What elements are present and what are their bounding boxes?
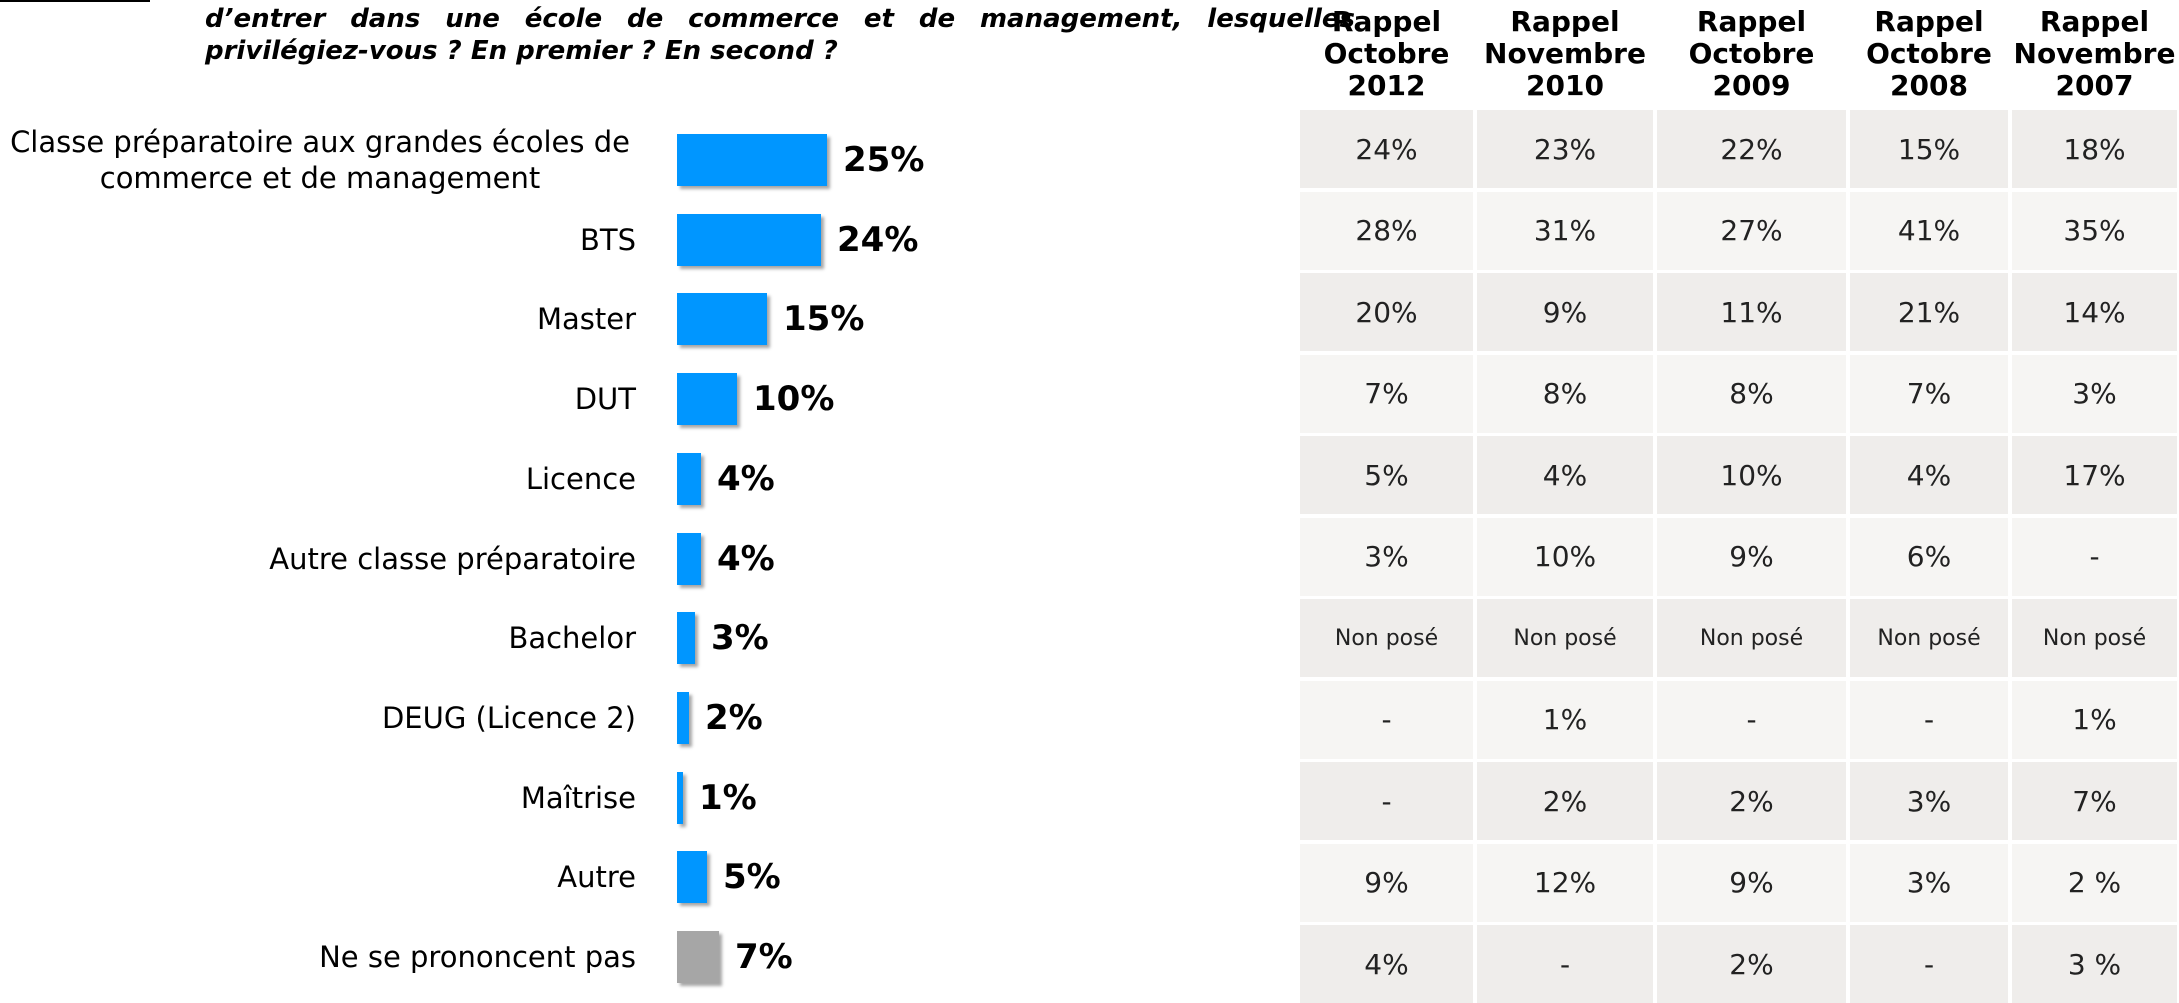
table-cell: 18% [2012, 110, 2177, 188]
table-cell: 9% [1300, 843, 1473, 922]
table-cell: 4% [1850, 436, 2008, 514]
title-line: privilégiez-vous ? En premier ? En secon… [205, 36, 838, 66]
table-cell: 7% [2012, 762, 2177, 840]
value-label: 15% [783, 299, 865, 340]
category-label: BTS [579, 222, 636, 257]
table-cell: 3% [1850, 762, 2008, 840]
category-label: DEUG (Licence 2) [381, 700, 636, 735]
value-label: 25% [843, 140, 925, 180]
table-cell: 17% [2012, 436, 2177, 514]
value-label: 4% [717, 538, 775, 579]
bar [677, 931, 719, 983]
table-cell: 6% [1850, 517, 2008, 596]
value-label: 5% [723, 857, 781, 898]
table-cell: 9% [1657, 517, 1846, 596]
table-cell: 28% [1300, 191, 1473, 270]
table-cell: 7% [1850, 354, 2008, 433]
category-label: Master [536, 302, 636, 337]
table-cell: 1% [2012, 680, 2177, 759]
bar [677, 532, 701, 585]
table-cell: Non posé [1657, 599, 1846, 677]
table-cell: Non posé [1477, 599, 1653, 677]
value-label: 24% [837, 219, 919, 260]
table-cell: 27% [1657, 191, 1846, 270]
table-cell: 3 % [2012, 925, 2177, 1003]
table-cell: 20% [1300, 273, 1473, 351]
table-cell: 9% [1477, 273, 1653, 351]
table-cell: 24% [1300, 110, 1473, 188]
bar [677, 293, 767, 346]
category-label: DUT [574, 382, 636, 417]
table-cell: 3% [1850, 843, 2008, 922]
table-cell: - [1300, 680, 1473, 759]
table-cell: 22% [1657, 110, 1846, 188]
bar [677, 134, 827, 186]
table-cell: - [1477, 925, 1653, 1003]
category-label: Bachelor [508, 621, 636, 656]
table-cell: 15% [1850, 110, 2008, 188]
table-cell: - [1850, 680, 2008, 759]
table-cell: 10% [1477, 517, 1653, 596]
category-label: Autre [557, 860, 636, 895]
underline [0, 0, 150, 2]
value-label: 4% [717, 458, 775, 499]
table-cell: 23% [1477, 110, 1653, 188]
value-label: 7% [735, 937, 793, 977]
table-cell: - [2012, 517, 2177, 596]
value-label: 2% [705, 697, 763, 738]
table-cell: 12% [1477, 843, 1653, 922]
table-cell: 41% [1850, 191, 2008, 270]
title-line: d’entrer dans une école de commerce et d… [205, 4, 1355, 34]
table-cell: 8% [1657, 354, 1846, 433]
bar [677, 771, 683, 824]
table-cell: 9% [1657, 843, 1846, 922]
category-label: Classe préparatoire aux grandes écoles d… [10, 125, 630, 195]
value-label: 3% [711, 618, 769, 659]
table-header: Rappel Novembre 2007 [2013, 5, 2176, 102]
bar [677, 691, 689, 744]
table-cell: 3% [2012, 354, 2177, 433]
bar [677, 612, 695, 665]
table-cell: 5% [1300, 436, 1473, 514]
table-cell: Non posé [1300, 599, 1473, 677]
table-cell: 31% [1477, 191, 1653, 270]
category-label: Ne se prononcent pas [319, 940, 636, 974]
table-cell: - [1300, 762, 1473, 840]
category-label: Licence [525, 461, 636, 496]
table-cell: 2% [1657, 762, 1846, 840]
category-label: Autre classe préparatoire [269, 541, 636, 576]
bar [677, 373, 737, 426]
table-cell: Non posé [2012, 599, 2177, 677]
table-cell: 3% [1300, 517, 1473, 596]
table-cell: - [1850, 925, 2008, 1003]
table-cell: 4% [1477, 436, 1653, 514]
table-cell: 21% [1850, 273, 2008, 351]
table-cell: Non posé [1850, 599, 2008, 677]
value-label: 1% [699, 777, 757, 818]
table-cell: 2% [1657, 925, 1846, 1003]
table-cell: 2 % [2012, 843, 2177, 922]
table-header: Rappel Octobre 2012 [1323, 5, 1450, 102]
bar [677, 213, 821, 266]
table-cell: 14% [2012, 273, 2177, 351]
bar [677, 851, 707, 904]
table-cell: 11% [1657, 273, 1846, 351]
table-cell: 7% [1300, 354, 1473, 433]
table-cell: 1% [1477, 680, 1653, 759]
bar [677, 452, 701, 505]
table-header: Rappel Octobre 2009 [1688, 5, 1815, 102]
table-cell: 4% [1300, 925, 1473, 1003]
table-cell: 35% [2012, 191, 2177, 270]
value-label: 10% [753, 379, 835, 420]
table-header: Rappel Octobre 2008 [1866, 5, 1992, 102]
table-cell: - [1657, 680, 1846, 759]
table-cell: 10% [1657, 436, 1846, 514]
table-cell: 8% [1477, 354, 1653, 433]
table-cell: 2% [1477, 762, 1653, 840]
table-header: Rappel Novembre 2010 [1484, 5, 1646, 102]
category-label: Maîtrise [520, 780, 636, 815]
